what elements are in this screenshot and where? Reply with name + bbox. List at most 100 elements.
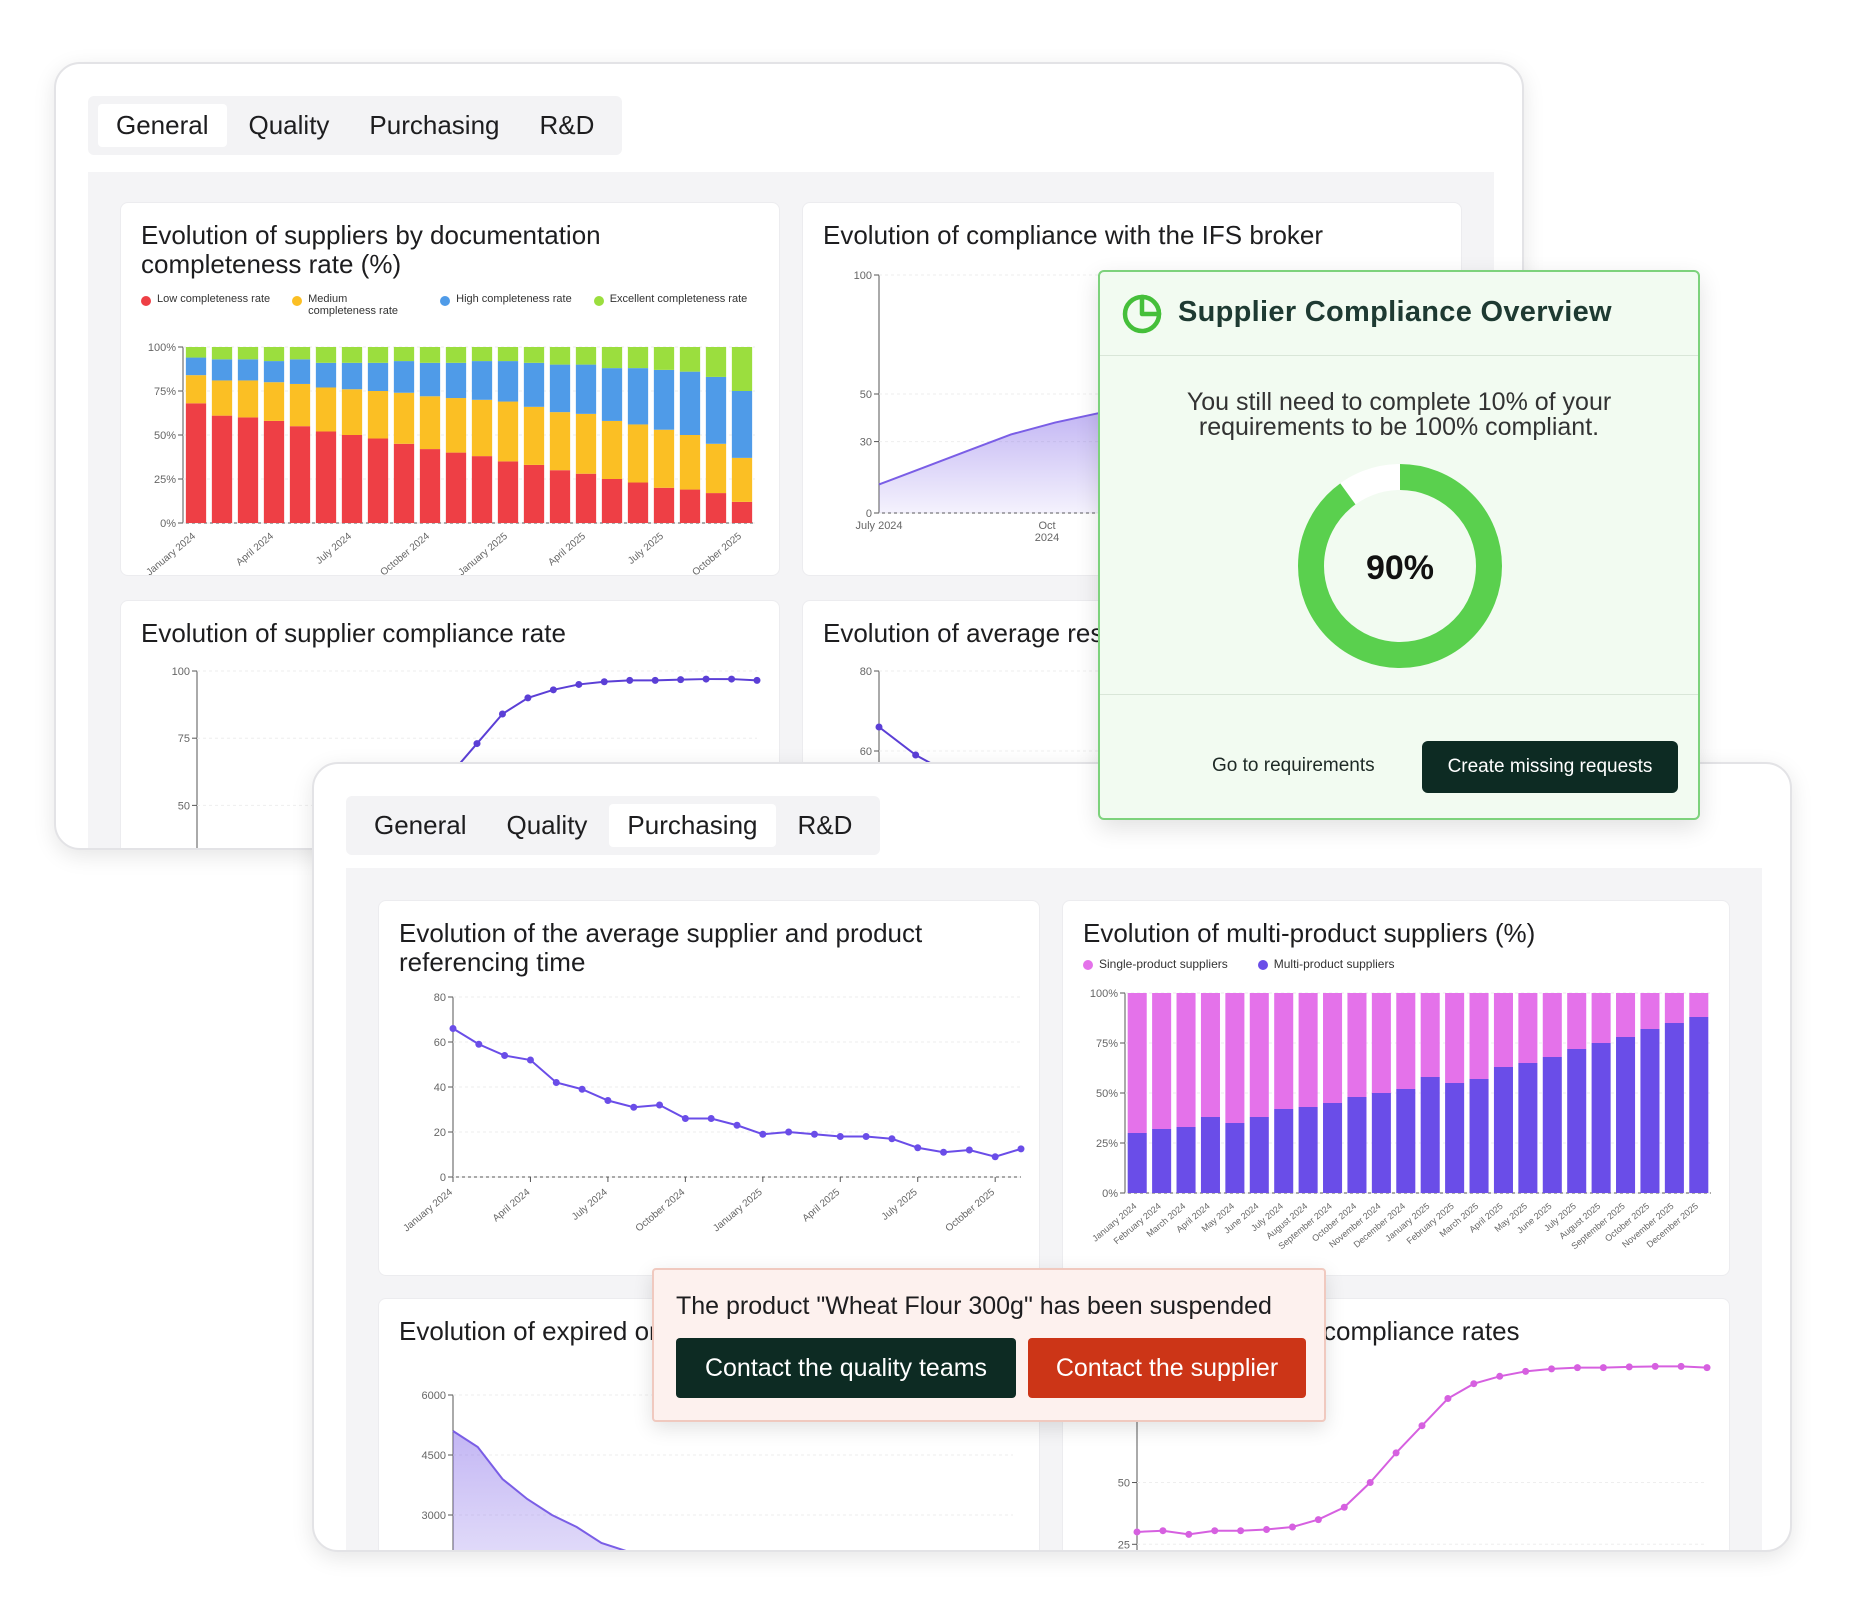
bar-segment [523,362,545,407]
bar-segment [263,361,285,383]
x-tick-label: 2024 [1035,532,1059,544]
bar-segment [653,369,675,430]
bar-segment [211,380,233,416]
bar-segment [679,371,701,435]
bar-segment [1396,993,1416,1089]
tab-rnd[interactable]: R&D [539,110,595,140]
x-tick-label: January 2024 [401,1187,455,1235]
bar-segment [679,435,701,490]
create-missing-requests-button[interactable]: Create missing requests [1422,741,1678,793]
bar-segment [1298,993,1318,1107]
data-point [626,676,634,684]
bar-segment [575,473,597,523]
bar-segment [575,364,597,414]
bar-segment [1640,1029,1660,1193]
bar-segment [263,347,285,362]
bar-segment [1200,993,1220,1117]
dashboard-window-front: General Quality Purchasing R&D Evolution… [312,762,1792,1552]
bar-segment [1420,1077,1440,1193]
tab-general[interactable]: General [98,104,227,147]
bar-segment [653,429,675,488]
bar-segment [419,449,441,523]
bar-segment [1591,1043,1611,1193]
x-tick-label: July 2025 [626,531,666,567]
y-tick-label: 75% [154,386,176,398]
data-point [914,1144,922,1152]
x-tick-label: July 2024 [855,520,902,532]
tab-purchasing[interactable]: Purchasing [609,804,776,847]
bar-segment [289,383,311,427]
bar-segment [523,347,545,363]
tab-general[interactable]: General [374,810,467,840]
bar-segment [1542,993,1562,1057]
bar-segment [393,347,415,362]
bar-segment [497,361,519,402]
y-tick-label: 25% [154,474,176,486]
bar-segment [263,420,285,523]
bar-segment [549,412,571,471]
x-tick-label: April 2024 [491,1187,533,1225]
y-tick-label: 50 [178,800,190,812]
y-tick-label: 75 [178,733,190,745]
data-point [681,1115,689,1122]
bar-segment [1225,993,1245,1123]
data-point [501,1052,509,1059]
tab-purchasing[interactable]: Purchasing [369,110,500,140]
bar-segment [341,435,363,523]
data-point [759,1130,767,1138]
data-point [810,1130,818,1138]
bar-segment [367,438,389,523]
bar-segment [1347,1097,1367,1193]
data-point [1017,1145,1025,1153]
bar-segment [211,359,233,381]
bar-segment [523,464,545,523]
bar-segment [497,461,519,523]
bar-segment [1567,993,1587,1049]
popup-title: Supplier Compliance Overview [1178,296,1612,328]
go-to-requirements-button[interactable]: Go to requirements [1212,755,1375,776]
contact-supplier-button[interactable]: Contact the supplier [1028,1338,1306,1398]
bar-segment [315,347,337,363]
tab-rnd[interactable]: R&D [797,810,853,840]
y-tick-label: 0% [1102,1188,1118,1200]
x-tick-label: April 2025 [801,1187,843,1225]
x-tick-label: October 2024 [634,1187,688,1235]
tab-quality[interactable]: Quality [248,110,330,140]
bar-segment [549,364,571,413]
data-point [677,676,685,684]
data-point [836,1133,844,1140]
bar-segment [1249,1117,1269,1193]
bar-segment [185,375,207,404]
data-point [702,675,710,683]
x-tick-label: Oct [1038,520,1055,532]
compliance-overview-popup: Supplier Compliance Overview You still n… [1098,270,1700,820]
y-tick-label: 100 [172,666,190,678]
stacked-bar-chart: 0% 25% 50% 75% 100% January 2024 April 2024 Jul… [144,342,755,575]
data-point [707,1115,715,1122]
bar-segment [1249,993,1269,1117]
bar-segment [1664,993,1684,1023]
data-point [862,1133,870,1140]
x-tick-label: January 2025 [711,1187,765,1235]
bar-segment [419,362,441,397]
data-point [1340,1503,1348,1511]
contact-quality-teams-button[interactable]: Contact the quality teams [676,1338,1016,1398]
legend-dot [141,296,151,306]
bar-segment [445,347,467,363]
suspension-toast: The product "Wheat Flour 300g" has been … [652,1268,1326,1422]
progress-percent-label: 90% [1366,549,1434,587]
legend-dot [1257,960,1268,970]
bar-segment [549,470,571,523]
tab-quality[interactable]: Quality [506,810,588,840]
bar-segment [1469,993,1489,1079]
legend-item-excellent: Excellent completeness rate [593,293,747,317]
popup-header: Supplier Compliance Overview [1100,272,1698,356]
data-point [991,1153,999,1161]
y-tick-label: 25 [1118,1539,1130,1551]
y-tick-label: 100 [854,270,872,282]
bar-segment [1323,1103,1343,1193]
pie-chart-icon [1122,294,1162,334]
bar-segment [1616,993,1636,1037]
